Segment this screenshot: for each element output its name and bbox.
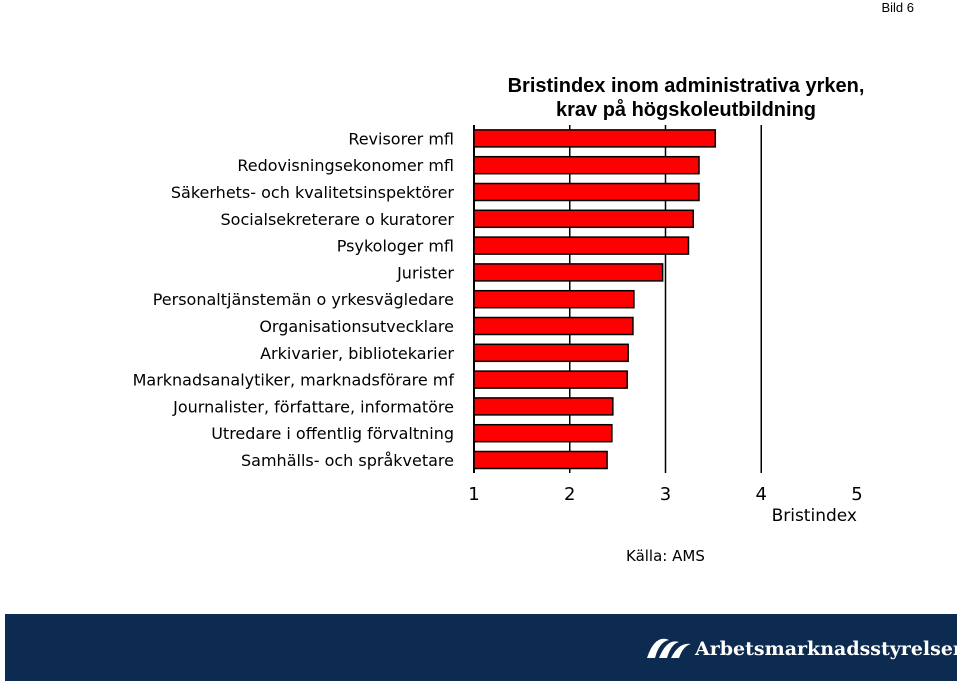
bar-1 <box>473 155 700 175</box>
category-label-12: Samhälls- och språkvetare <box>241 451 454 470</box>
bar-3 <box>473 209 695 229</box>
bar-5 <box>473 263 664 282</box>
bar-6 <box>473 289 635 309</box>
bar-10 <box>473 397 614 416</box>
source-label: Källa: AMS <box>626 547 705 565</box>
category-label-9: Marknadsanalytiker, marknadsförare mf <box>133 371 455 390</box>
x-tick-label-4: 4 <box>756 484 767 505</box>
category-label-4: Psykologer mfl <box>337 237 454 256</box>
category-label-10: Journalister, författare, informatöre <box>172 397 454 416</box>
arbetsmarknadsstyrelsen-logo-icon <box>647 638 691 658</box>
x-tick-label-2: 2 <box>564 484 575 505</box>
category-label-5: Jurister <box>396 263 454 282</box>
bar-11 <box>473 423 613 443</box>
footer-band: Arbetsmarknadsstyrelsen <box>5 614 960 681</box>
x-axis-label: Bristindex <box>772 506 857 526</box>
chart-title: Bristindex inom administrativa yrken, kr… <box>507 75 865 121</box>
x-tick-label-1: 1 <box>468 484 479 505</box>
bar-7 <box>473 316 634 336</box>
category-label-7: Organisationsutvecklare <box>259 317 454 336</box>
x-tick-label-5: 5 <box>851 484 862 505</box>
category-labels: Revisorer mfl Redovisningsekonomer mfl Säk… <box>133 129 455 470</box>
x-tick-label-3: 3 <box>660 484 671 505</box>
category-label-0: Revisorer mfl <box>348 129 454 148</box>
tick-labels: 1 2 3 4 5 <box>468 484 862 505</box>
bar-0 <box>473 129 717 148</box>
category-label-2: Säkerhets- och kvalitetsinspektörer <box>171 183 455 202</box>
bar-2 <box>473 182 700 202</box>
category-label-3: Socialsekreterare o kuratorer <box>221 210 455 229</box>
bar-4 <box>473 236 690 255</box>
bar-chart: Revisorer mfl Redovisningsekonomer mfl Säk… <box>133 125 863 526</box>
category-label-1: Redovisningsekonomer mfl <box>237 156 454 175</box>
bar-8 <box>473 343 629 363</box>
brand-name: Arbetsmarknadsstyrelsen <box>695 638 960 660</box>
slide-number-label: Bild 6 <box>881 0 914 15</box>
category-label-11: Utredare i offentlig förvaltning <box>211 424 454 443</box>
bars <box>473 129 717 470</box>
category-label-8: Arkivarier, bibliotekarier <box>260 344 454 363</box>
category-label-6: Personaltjänstemän o yrkesvägledare <box>153 290 454 309</box>
bar-9 <box>473 370 628 389</box>
bar-12 <box>473 450 608 470</box>
